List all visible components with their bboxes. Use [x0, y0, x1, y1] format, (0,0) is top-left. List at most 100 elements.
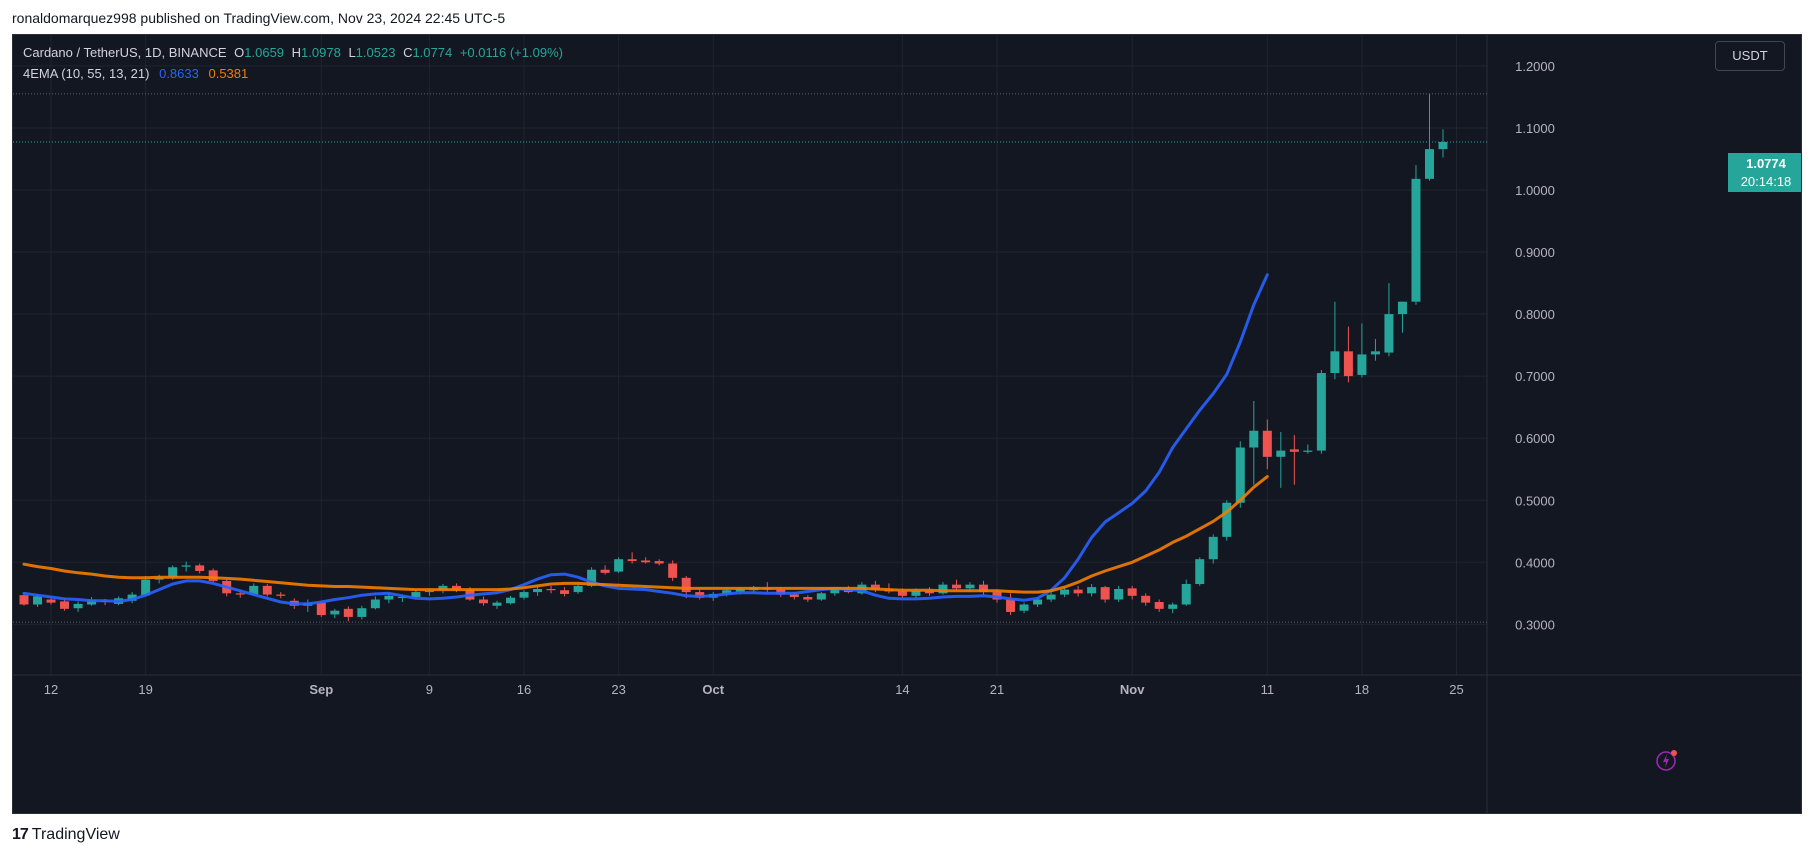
candle-body — [492, 602, 502, 606]
candle-body — [979, 584, 989, 593]
candle-body — [235, 593, 245, 595]
candle-body — [1208, 536, 1218, 560]
price-tick-label: 1.1000 — [1515, 121, 1555, 136]
time-tick-label: Sep — [309, 682, 333, 697]
candle-body — [924, 590, 934, 594]
open-value: 1.0659 — [244, 45, 285, 60]
candle-body — [316, 602, 326, 616]
candle-body — [357, 608, 367, 617]
candle-body — [722, 590, 732, 594]
candle-body — [1154, 602, 1164, 609]
time-tick-label: 9 — [426, 682, 433, 697]
ema-fast-value: 0.8633 — [159, 66, 199, 81]
candle-body — [478, 599, 488, 604]
candle-body — [1276, 450, 1286, 457]
candle-body — [830, 588, 840, 594]
currency-button[interactable]: USDT — [1715, 41, 1785, 71]
candle-body — [938, 584, 948, 594]
candle-body — [654, 561, 664, 564]
candle-body — [803, 597, 813, 600]
candle-body — [1127, 588, 1137, 596]
candle-body — [397, 597, 407, 599]
candle-body — [533, 588, 543, 593]
time-tick-label: Nov — [1120, 682, 1145, 697]
time-tick-label: 11 — [1261, 682, 1275, 697]
indicator-legend[interactable]: 4EMA (10, 55, 13, 21) 0.8633 0.5381 — [23, 66, 248, 81]
time-tick-label: 14 — [895, 682, 909, 697]
candle-body — [1019, 604, 1029, 611]
candle-body — [789, 594, 799, 598]
candle-body — [506, 597, 516, 604]
candle-body — [1046, 594, 1056, 600]
candle-body — [1424, 149, 1434, 179]
time-tick-label: 23 — [611, 682, 625, 697]
candle-body — [1397, 301, 1407, 315]
symbol-name: Cardano / TetherUS, 1D, BINANCE — [23, 45, 227, 60]
price-tick-label: 0.6000 — [1515, 431, 1555, 446]
candle-body — [1316, 373, 1326, 451]
price-chart[interactable]: 1.2000 1.1000 1.0000 0.9000 0.8000 0.7000 0.60… — [13, 35, 1801, 813]
candle-body — [60, 601, 70, 609]
indicator-name: 4EMA (10, 55, 13, 21) — [23, 66, 150, 81]
candle-body — [1249, 430, 1259, 448]
chart-frame: 1.2000 1.1000 1.0000 0.9000 0.8000 0.7000 0.60… — [12, 34, 1802, 814]
candle-body — [384, 595, 394, 600]
candle-body — [411, 592, 421, 598]
candle-body — [897, 591, 907, 596]
candle-body — [1087, 587, 1097, 594]
candle-body — [600, 569, 610, 573]
candle-body — [965, 584, 975, 589]
candle-body — [951, 584, 961, 589]
candle-body — [695, 592, 705, 598]
candle-body — [1262, 430, 1272, 457]
low-label: L — [348, 45, 356, 60]
candle-body — [33, 596, 43, 605]
candle-body — [1168, 604, 1178, 609]
time-tick-label: 12 — [44, 682, 58, 697]
low-value: 1.0523 — [355, 45, 396, 60]
candle-body — [1235, 447, 1245, 503]
candle-body — [1343, 351, 1353, 377]
tradingview-logo-icon: 17 — [12, 826, 29, 843]
candle-body — [641, 560, 651, 563]
price-tick-label: 1.2000 — [1515, 59, 1555, 74]
candle-body — [681, 577, 691, 593]
close-value: 1.0774 — [412, 45, 453, 60]
candle-body — [438, 585, 448, 591]
candle-body — [573, 585, 583, 593]
candle-body — [1195, 559, 1205, 585]
time-tick-label: 21 — [990, 682, 1004, 697]
candle-body — [370, 599, 380, 609]
high-label: H — [291, 45, 302, 60]
candle-body — [870, 584, 880, 590]
candle-body — [1181, 584, 1191, 605]
candle-body — [1006, 599, 1016, 612]
change-value: +0.0116 (+1.09%) — [459, 45, 563, 60]
candle-body — [330, 610, 340, 615]
candle-body — [1114, 588, 1124, 600]
candle-body — [19, 595, 29, 605]
candle-body — [1303, 450, 1313, 452]
candle-body — [1100, 587, 1110, 600]
candle-body — [168, 567, 178, 578]
publisher-line: ronaldomarquez998 published on TradingVi… — [12, 10, 506, 26]
candle-body — [519, 592, 529, 598]
bar-countdown: 20:14:18 — [1740, 174, 1792, 189]
symbol-legend[interactable]: Cardano / TetherUS, 1D, BINANCE O1.0659 … — [23, 45, 563, 60]
candle-body — [46, 599, 56, 603]
footer-brand[interactable]: 17 TradingView — [12, 826, 120, 844]
candle-body — [1411, 178, 1421, 302]
candle-body — [276, 594, 286, 596]
lightning-alert-icon[interactable] — [1655, 748, 1679, 772]
last-price-label: 1.0774 20:14:18 — [1728, 153, 1801, 192]
candle-body — [249, 585, 259, 595]
candle-body — [614, 559, 624, 572]
close-label: C — [403, 45, 413, 60]
candle-body — [1060, 589, 1070, 595]
candle-body — [1289, 449, 1299, 452]
ema-fast-line — [22, 273, 1269, 606]
candle-body — [343, 608, 353, 617]
price-tick-label: 1.0000 — [1515, 183, 1555, 198]
candle-body — [424, 590, 434, 593]
candle-body — [1033, 599, 1043, 605]
